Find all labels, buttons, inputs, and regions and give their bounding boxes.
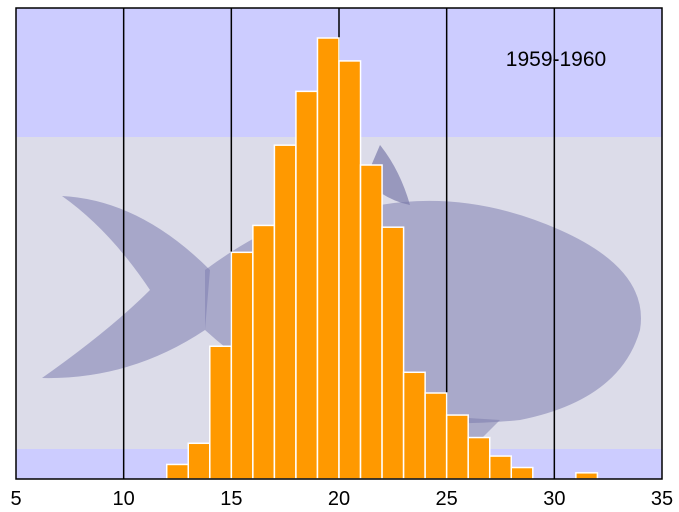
year-range-annotation: 1959-1960 [506,48,606,71]
histogram-bar-14 [209,345,233,480]
histogram-bar-23 [402,371,426,480]
plot-frame [15,7,663,480]
x-tick-label-30: 30 [543,488,565,510]
histogram-bar-22 [381,226,405,480]
histogram-bar-20 [338,60,362,480]
histogram-bar-25 [445,414,469,480]
x-tick-labels: 5 10 15 20 25 30 35 [10,488,673,510]
histogram-bar-27 [488,455,513,480]
x-tick-label-25: 25 [436,488,458,510]
histogram-bar-18 [295,90,319,480]
histogram-bar-26 [467,436,491,480]
histogram-bar-24 [424,392,448,480]
x-tick-label-10: 10 [113,488,135,510]
x-tick-label-5: 5 [10,488,21,510]
histogram-bar-19 [316,37,340,480]
x-tick-label-35: 35 [651,488,673,510]
x-tick-label-20: 20 [328,488,350,510]
histogram-bar-15 [230,251,254,480]
histogram-bar-21 [359,164,383,480]
x-tick-label-15: 15 [220,488,242,510]
histogram-bar-17 [273,144,297,480]
histogram-bar-28 [510,466,534,480]
histogram-bar-31 [575,472,599,480]
histogram-bar-16 [252,224,276,480]
histogram-bar-13 [187,442,211,480]
histogram-bars [165,37,599,480]
histogram-bar-12 [165,463,190,480]
